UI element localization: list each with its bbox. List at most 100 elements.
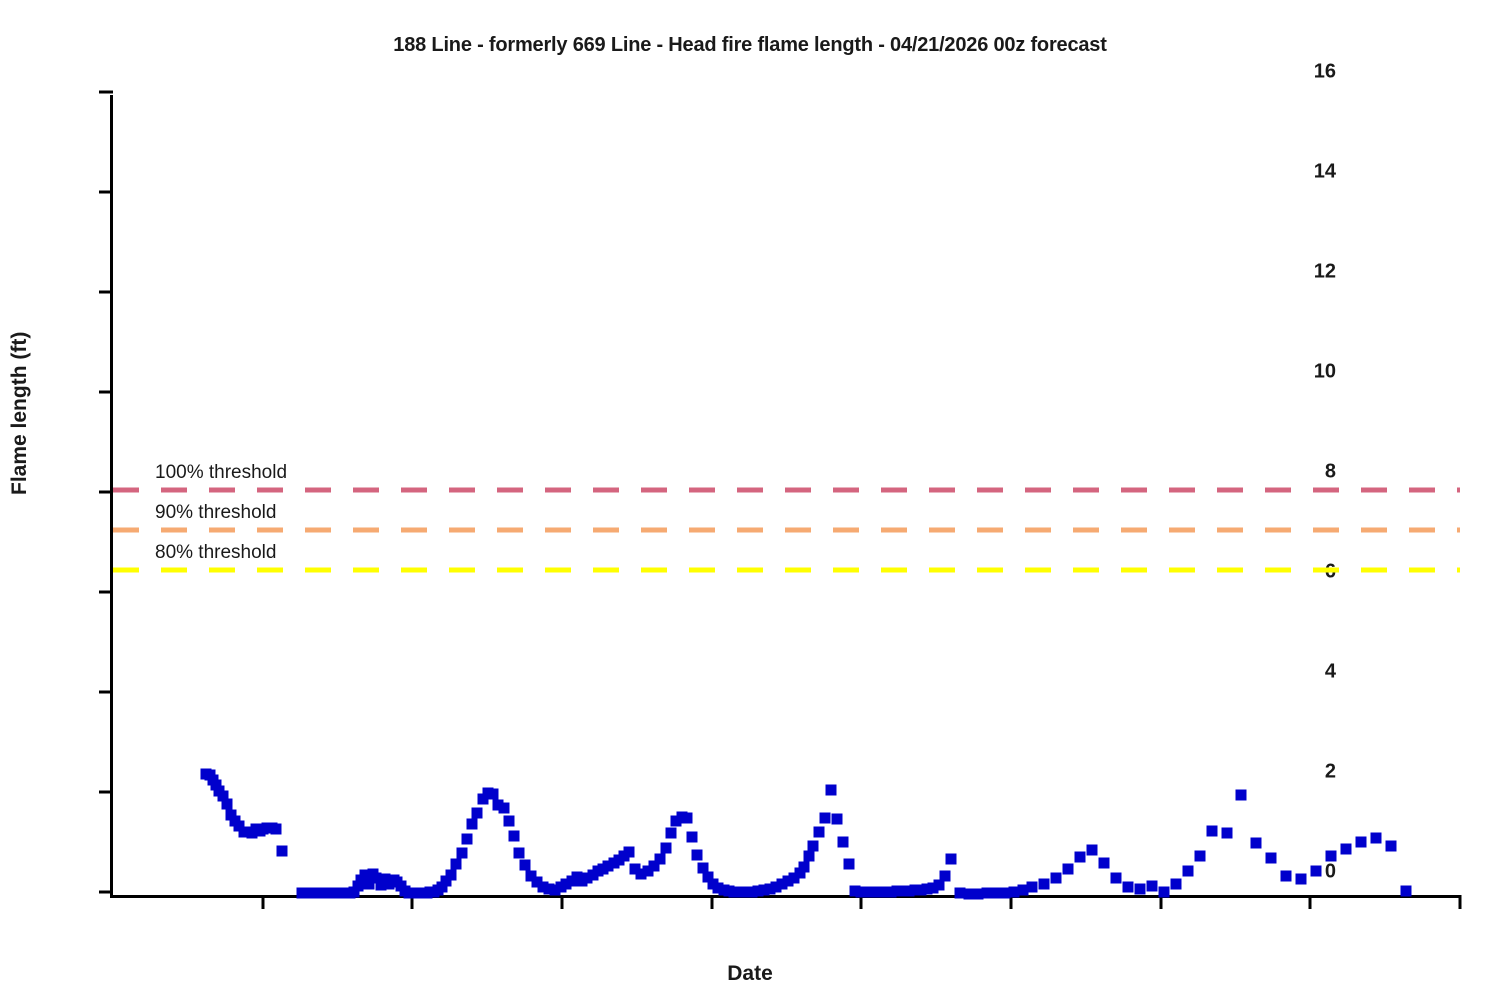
- data-point: [758, 884, 770, 896]
- data-point: [770, 881, 782, 892]
- data-point: [1265, 852, 1277, 864]
- data-point: [752, 885, 764, 897]
- data-point: [903, 885, 915, 896]
- data-point: [807, 840, 819, 852]
- data-point: [660, 842, 672, 853]
- threshold-label: 90% threshold: [155, 502, 277, 523]
- data-point: [635, 868, 647, 880]
- data-point: [990, 887, 1002, 899]
- data-point: [879, 886, 891, 897]
- data-point: [1086, 844, 1098, 856]
- data-point: [623, 846, 635, 858]
- data-point: [466, 818, 478, 830]
- data-point: [519, 859, 531, 871]
- data-point: [1017, 884, 1029, 895]
- x-axis-tick: [710, 895, 714, 909]
- y-axis-tick: [99, 590, 113, 594]
- data-point: [217, 790, 229, 802]
- y-axis-tick: [99, 790, 113, 794]
- data-point: [276, 845, 288, 857]
- data-point: [915, 884, 927, 896]
- data-point: [1122, 881, 1134, 893]
- data-point: [221, 798, 233, 810]
- y-axis-tick-label: 2: [1324, 760, 1336, 783]
- data-point: [921, 883, 933, 895]
- data-point: [1074, 851, 1086, 863]
- data-point: [487, 788, 499, 799]
- data-point: [849, 885, 861, 897]
- y-axis-tick-label: 0: [1324, 860, 1336, 883]
- data-point: [867, 886, 879, 898]
- data-point: [1026, 881, 1038, 893]
- data-point: [1340, 843, 1352, 855]
- data-point: [798, 861, 810, 873]
- data-point: [445, 869, 457, 880]
- x-axis-tick: [1308, 895, 1312, 909]
- threshold-label: 80% threshold: [155, 542, 277, 563]
- data-point: [498, 802, 510, 814]
- data-point: [981, 887, 993, 899]
- data-point: [825, 784, 837, 795]
- data-point: [450, 858, 462, 870]
- y-axis-tick: [99, 690, 113, 694]
- y-axis-tick: [99, 490, 113, 494]
- data-point: [1182, 865, 1194, 877]
- data-point: [1235, 789, 1247, 801]
- data-point: [933, 879, 945, 891]
- data-point: [691, 849, 703, 861]
- data-point: [972, 888, 984, 899]
- data-point: [1050, 872, 1062, 884]
- y-axis-tick-label: 4: [1324, 660, 1336, 683]
- data-point: [782, 875, 794, 887]
- data-point: [1280, 870, 1292, 882]
- data-point: [359, 869, 371, 881]
- data-point: [788, 872, 800, 884]
- data-point: [1295, 873, 1307, 885]
- data-point: [370, 872, 382, 883]
- data-point: [794, 867, 806, 879]
- x-axis-tick: [1009, 895, 1013, 909]
- data-point: [352, 880, 364, 892]
- y-axis-label: Flame length (ft): [8, 331, 31, 495]
- data-point: [702, 871, 714, 883]
- data-point: [686, 831, 698, 843]
- data-point: [348, 886, 360, 898]
- data-point: [1098, 857, 1110, 869]
- data-point: [531, 876, 543, 888]
- data-point: [909, 884, 921, 896]
- data-point: [1146, 880, 1158, 892]
- data-point: [746, 886, 758, 897]
- data-point: [1134, 883, 1146, 895]
- data-point: [471, 807, 483, 818]
- data-point: [461, 833, 473, 844]
- data-point: [436, 881, 448, 893]
- plot-inner: 0246810121416 04/2004/2104/2204/2304/240…: [99, 61, 1462, 909]
- data-point: [803, 850, 815, 862]
- x-axis-tick: [410, 895, 414, 909]
- data-point: [549, 884, 561, 895]
- data-point: [648, 860, 660, 872]
- threshold-label: 100% threshold: [155, 462, 288, 483]
- x-axis-tick: [261, 895, 265, 909]
- data-point: [375, 879, 387, 891]
- data-point: [1158, 886, 1170, 898]
- y-axis-tick: [99, 290, 113, 294]
- data-point: [1038, 878, 1050, 890]
- y-axis-tick: [99, 390, 113, 394]
- x-axis-tick: [859, 895, 863, 909]
- data-point: [819, 812, 831, 823]
- data-point: [1370, 832, 1382, 844]
- data-point: [525, 870, 537, 881]
- data-point: [508, 830, 520, 842]
- data-point: [963, 888, 975, 899]
- y-axis-tick: [99, 90, 113, 94]
- data-point: [1110, 872, 1122, 884]
- threshold-line: [113, 567, 1460, 573]
- data-point: [642, 865, 654, 877]
- data-point: [861, 886, 873, 898]
- data-point: [503, 815, 515, 826]
- data-point: [543, 883, 555, 895]
- data-point: [927, 882, 939, 894]
- data-point: [831, 813, 843, 825]
